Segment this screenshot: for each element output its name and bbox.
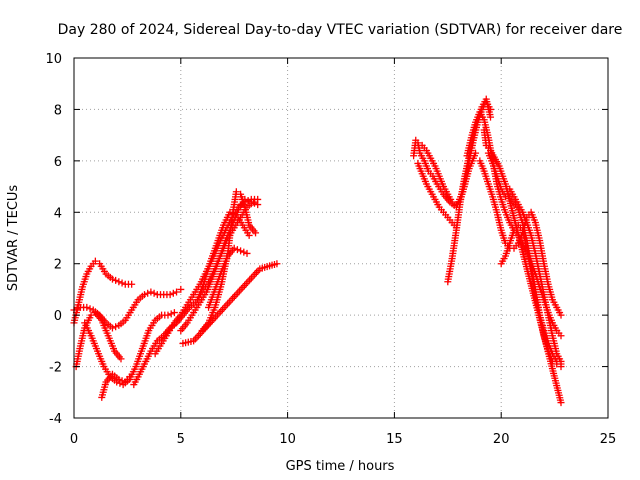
data-point bbox=[170, 309, 178, 317]
data-point bbox=[254, 201, 262, 209]
data-point bbox=[144, 289, 152, 297]
data-point bbox=[83, 303, 91, 311]
data-point bbox=[557, 332, 565, 340]
data-point bbox=[240, 248, 248, 256]
series-track-d bbox=[81, 309, 178, 389]
data-point bbox=[166, 291, 174, 299]
data-points bbox=[70, 95, 565, 407]
data-point bbox=[140, 291, 148, 299]
data-point bbox=[232, 188, 240, 196]
x-tick-label: 10 bbox=[279, 432, 296, 447]
data-point bbox=[250, 199, 258, 207]
y-tick-label: 10 bbox=[45, 52, 62, 67]
series-track-n bbox=[414, 159, 460, 232]
series-track-l bbox=[179, 260, 281, 347]
y-tick-labels: -4 -2 0 2 4 6 8 10 bbox=[45, 52, 62, 427]
data-point bbox=[147, 288, 155, 296]
data-point bbox=[557, 357, 565, 365]
y-tick-label: 6 bbox=[54, 155, 62, 170]
x-tick-label: 5 bbox=[177, 432, 185, 447]
y-axis-label: SDTVAR / TECUs bbox=[6, 185, 21, 292]
x-tick-label: 0 bbox=[70, 432, 78, 447]
y-tick-label: -4 bbox=[49, 412, 62, 427]
data-point bbox=[448, 198, 456, 206]
data-point bbox=[108, 324, 116, 332]
data-point bbox=[229, 210, 237, 218]
data-point bbox=[91, 257, 99, 265]
data-point bbox=[108, 275, 116, 283]
data-point bbox=[233, 246, 241, 254]
data-point bbox=[73, 305, 81, 313]
y-tick-label: 0 bbox=[54, 309, 62, 324]
x-tick-label: 25 bbox=[600, 432, 617, 447]
y-tick-label: 4 bbox=[54, 206, 62, 221]
y-tick-label: 8 bbox=[54, 103, 62, 118]
y-tick-label: -2 bbox=[49, 361, 62, 376]
series-track-r bbox=[476, 157, 565, 319]
axis-ticks bbox=[73, 57, 609, 419]
data-point bbox=[487, 113, 495, 121]
data-point bbox=[173, 288, 181, 296]
data-point bbox=[118, 377, 126, 385]
series-track-k bbox=[205, 244, 251, 311]
data-point bbox=[167, 310, 175, 318]
data-point bbox=[126, 373, 134, 381]
data-point bbox=[164, 311, 172, 319]
data-point bbox=[128, 280, 136, 288]
data-point bbox=[237, 247, 245, 255]
data-point bbox=[117, 355, 125, 363]
series-track-v bbox=[480, 126, 565, 407]
data-point bbox=[150, 289, 158, 297]
data-point bbox=[112, 323, 120, 331]
data-point bbox=[273, 260, 281, 268]
series-track-u bbox=[506, 185, 565, 365]
x-tick-labels: 0 5 10 15 20 25 bbox=[70, 432, 616, 447]
data-point bbox=[86, 305, 94, 313]
data-point bbox=[557, 399, 565, 407]
x-axis-label: GPS time / hours bbox=[286, 459, 395, 474]
chart-title: Day 280 of 2024, Sidereal Day-to-day VTE… bbox=[58, 22, 623, 38]
data-point bbox=[115, 278, 123, 286]
data-point bbox=[252, 229, 260, 237]
data-point bbox=[244, 197, 252, 205]
data-point bbox=[247, 198, 255, 206]
data-point bbox=[243, 249, 251, 257]
data-point bbox=[87, 311, 95, 319]
x-tick-label: 15 bbox=[386, 432, 403, 447]
data-point bbox=[112, 276, 120, 284]
data-point bbox=[118, 279, 126, 287]
data-point bbox=[245, 231, 253, 239]
series-track-e bbox=[98, 370, 134, 401]
y-tick-label: 2 bbox=[54, 258, 62, 273]
plot-frame bbox=[73, 57, 609, 419]
data-point bbox=[557, 311, 565, 319]
series-track-j bbox=[194, 208, 253, 304]
data-point bbox=[230, 244, 238, 252]
data-point bbox=[115, 375, 123, 383]
x-tick-label: 20 bbox=[493, 432, 510, 447]
data-point bbox=[177, 285, 185, 293]
data-point bbox=[169, 289, 177, 297]
data-point bbox=[226, 208, 234, 216]
